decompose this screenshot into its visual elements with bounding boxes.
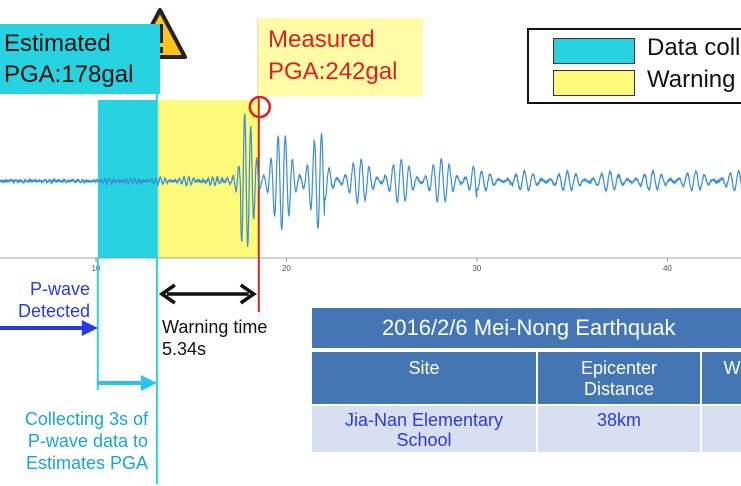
collecting-arrow-head [140,375,157,391]
table-header-distance: Epicenter Distance [538,352,700,404]
legend-swatch-data-collection [553,38,635,64]
warning-arrow-left-head [158,283,176,305]
peak-marker-circle [248,95,272,119]
collecting-label: Collecting 3s of P-wave data to Estimate… [24,409,148,473]
legend-swatch-warning-time [553,70,635,96]
table-header-site: Site [312,352,536,404]
table-cell-w [702,406,741,452]
legend: Data colle Warning ti [527,28,741,104]
x-tick-label: 10 [91,264,100,273]
x-tick-label: 20 [282,264,291,273]
estimated-pga-label: Estimated PGA:178gal [4,30,134,88]
table-cell-site: Jia-Nan Elementary School [312,406,536,452]
warning-time-label: Warning time 5.34s [162,317,268,359]
p-wave-detected-label: P-wave Detected [17,279,90,321]
x-tick-label: 40 [663,264,672,273]
measured-pga-box [258,18,423,96]
legend-label-data-collection: Data colle [647,34,741,61]
p-wave-arrow-head [81,320,98,336]
measured-pga-label: Measured PGA:242gal [268,26,398,85]
table-title: 2016/2/6 Mei-Nong Earthquak [312,308,741,348]
table-cell-distance: 38km [538,406,700,452]
legend-label-warning-time: Warning ti [647,66,741,93]
estimated-pga-box [0,24,160,94]
waveform-line [0,113,741,247]
table-header-w: W [702,352,741,404]
x-tick-label: 30 [472,264,481,273]
warning-arrow-right-head [239,283,257,305]
